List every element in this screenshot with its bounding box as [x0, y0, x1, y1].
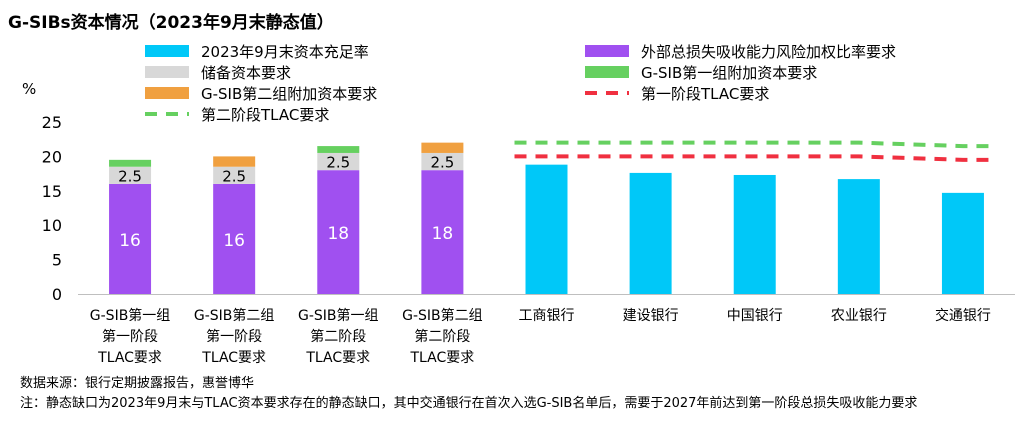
legend-label: 外部总损失吸收能力风险加权比率要求 [641, 43, 896, 61]
x-tick-label: TLAC要求 [201, 350, 266, 366]
legend-label: 第二阶段TLAC要求 [201, 106, 329, 124]
bar-data-label: 16 [119, 231, 141, 251]
bar-gsib-group1-surcharge [109, 159, 152, 167]
y-tick-label: 10 [42, 216, 62, 235]
x-tick-label: 农业银行 [831, 308, 887, 324]
y-tick-label: 15 [42, 182, 62, 201]
x-tick-label: 交通银行 [935, 307, 991, 324]
x-tick-label: 第一阶段 [206, 328, 262, 345]
legend-swatch [145, 87, 189, 99]
bar-data-label: 2.5 [118, 167, 142, 185]
x-tick-label: 第二阶段 [414, 328, 470, 345]
bar-capital-ratio [837, 179, 880, 294]
footnote: 注：静态缺口为2023年9月末与TLAC资本要求存在的静态缺口，其中交通银行在首… [20, 396, 918, 411]
bar-tlac-requirement [213, 183, 256, 294]
bar-capital-ratio [733, 174, 776, 294]
bar-reserve-capital [213, 166, 256, 184]
y-tick-label: 5 [52, 251, 62, 270]
y-tick-label: 25 [42, 113, 62, 132]
legend-swatch [145, 66, 189, 78]
legend-swatch [585, 66, 629, 78]
legend-swatch [585, 45, 629, 57]
y-tick-label: 0 [52, 285, 62, 304]
bar-tlac-requirement [109, 183, 152, 294]
bar-data-label: 18 [432, 224, 454, 244]
data-source: 数据来源：银行定期披露报告，惠誉博华 [20, 376, 255, 391]
x-tick-label: 中国银行 [727, 308, 783, 324]
legend-label: G-SIB第二组附加资本要求 [201, 85, 377, 103]
bar-reserve-capital [421, 152, 464, 171]
x-tick-label: 第二阶段 [310, 328, 366, 345]
x-tick-label: TLAC要求 [305, 350, 370, 366]
bar-gsib-group2-surcharge [213, 156, 256, 167]
bar-data-label: 16 [223, 231, 245, 251]
x-tick-label: G-SIB第一组 [298, 307, 379, 324]
bar-tlac-requirement [421, 170, 464, 294]
chart-title: G-SIBs资本情况（2023年9月末静态值） [8, 13, 334, 33]
bar-data-label: 2.5 [326, 154, 350, 172]
line-stage2-tlac [514, 140, 995, 149]
bar-data-label: 2.5 [222, 167, 246, 185]
line-stage1-tlac [514, 154, 995, 162]
bar-reserve-capital [317, 152, 360, 171]
bar-gsib-group1-surcharge [317, 146, 360, 153]
x-tick-label: TLAC要求 [409, 350, 474, 366]
x-tick-label: G-SIB第二组 [194, 307, 275, 324]
bar-gsib-group2-surcharge [421, 142, 464, 153]
bar-tlac-requirement [317, 170, 360, 294]
y-axis-unit: % [22, 80, 37, 98]
x-tick-label: G-SIB第二组 [402, 307, 483, 324]
bar-capital-ratio [525, 164, 568, 294]
legend-label: 第一阶段TLAC要求 [641, 85, 769, 103]
bar-reserve-capital [109, 166, 152, 184]
x-tick-label: TLAC要求 [97, 350, 162, 366]
x-tick-label: G-SIB第一组 [90, 307, 171, 324]
legend-swatch [145, 45, 189, 57]
legend-label: G-SIB第一组附加资本要求 [641, 64, 817, 82]
y-tick-label: 20 [42, 147, 62, 166]
bar-data-label: 2.5 [430, 154, 454, 172]
bar-capital-ratio [629, 172, 672, 294]
x-tick-label: 第一阶段 [102, 328, 158, 345]
x-tick-label: 工商银行 [519, 308, 575, 324]
bar-capital-ratio [941, 192, 984, 294]
legend-label: 储备资本要求 [201, 64, 291, 82]
bar-data-label: 18 [327, 224, 349, 244]
legend-label: 2023年9月末资本充足率 [201, 43, 369, 61]
x-tick-label: 建设银行 [623, 308, 679, 324]
